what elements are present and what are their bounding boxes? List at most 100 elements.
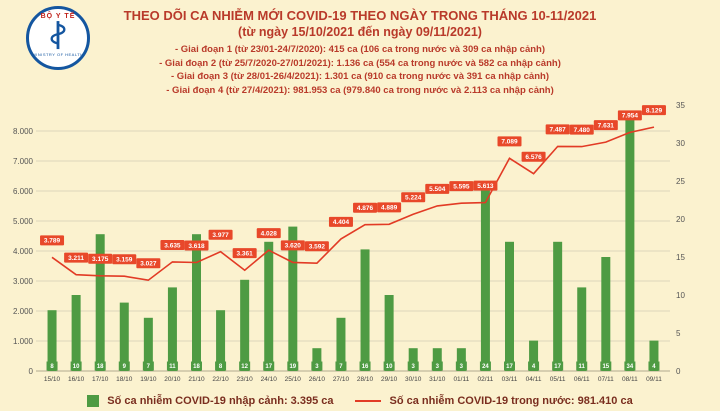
bar-value-badge bbox=[407, 361, 419, 371]
bar-value-label: 10 bbox=[73, 364, 80, 370]
right-axis-tick: 35 bbox=[676, 101, 685, 110]
x-axis-label: 21/10 bbox=[188, 376, 205, 383]
line-value-box bbox=[40, 235, 65, 246]
bar-value-badge bbox=[479, 361, 491, 371]
legend-bar-swatch bbox=[87, 395, 100, 407]
line-value-box bbox=[449, 181, 474, 192]
x-axis-label: 15/10 bbox=[44, 376, 61, 383]
line-domestic-cases bbox=[51, 126, 655, 282]
left-axis-tick: 3.000 bbox=[13, 277, 34, 286]
bar-value-badge bbox=[335, 361, 347, 371]
bar-imported-cases bbox=[312, 348, 322, 371]
x-axis-label: 19/10 bbox=[140, 376, 157, 383]
bar-value-badge bbox=[311, 361, 323, 371]
left-axis-tick: 2.000 bbox=[13, 307, 34, 316]
x-axis-label: 25/10 bbox=[285, 376, 302, 383]
bar-imported-cases bbox=[553, 241, 563, 371]
phase-line-2: - Giai đoạn 2 (từ 25/7/2020-27/01/2021):… bbox=[159, 57, 561, 69]
bar-imported-cases bbox=[95, 234, 105, 371]
bar-value-label: 17 bbox=[554, 364, 561, 370]
line-value-box bbox=[64, 252, 89, 263]
line-value-box bbox=[353, 202, 378, 213]
line-value-label: 5.224 bbox=[405, 195, 422, 202]
bar-imported-cases bbox=[192, 234, 201, 371]
x-axis-label: 18/10 bbox=[116, 376, 133, 383]
bar-value-badge bbox=[455, 361, 467, 371]
bar-value-label: 3 bbox=[315, 364, 319, 370]
line-value-box bbox=[208, 229, 233, 240]
left-axis-tick: 8.000 bbox=[13, 127, 34, 136]
x-axis-label: 23/10 bbox=[237, 376, 254, 383]
bar-imported-cases bbox=[384, 295, 394, 371]
right-axis-tick: 30 bbox=[676, 139, 685, 148]
line-value-label: 3.027 bbox=[140, 260, 157, 267]
left-axis-tick: 7.000 bbox=[13, 157, 34, 166]
bar-value-label: 16 bbox=[362, 364, 369, 370]
x-axis-label: 29/10 bbox=[381, 376, 398, 383]
line-value-box bbox=[280, 240, 305, 251]
bar-value-badge bbox=[648, 361, 660, 371]
legend-line-swatch bbox=[355, 400, 382, 402]
line-value-label: 8.129 bbox=[646, 107, 663, 114]
x-axis-label: 04/11 bbox=[526, 376, 542, 383]
line-value-box bbox=[112, 254, 137, 265]
bar-imported-cases bbox=[264, 241, 274, 371]
bar-value-badge bbox=[142, 361, 154, 371]
bar-imported-cases bbox=[240, 279, 250, 371]
bar-value-label: 17 bbox=[265, 364, 272, 370]
line-value-label: 7.487 bbox=[550, 127, 567, 134]
line-value-box bbox=[88, 253, 113, 264]
bar-value-badge bbox=[287, 361, 299, 371]
line-value-box bbox=[401, 192, 426, 203]
phase-summary: - Giai đoạn 1 (từ 23/01-24/7/2020): 415 … bbox=[0, 43, 720, 97]
bar-value-label: 4 bbox=[652, 364, 656, 370]
line-value-box bbox=[304, 241, 329, 252]
x-axis-label: 06/11 bbox=[574, 376, 590, 383]
line-value-box bbox=[377, 202, 402, 213]
line-value-box bbox=[184, 240, 209, 251]
bar-imported-cases bbox=[601, 257, 611, 371]
bar-value-badge bbox=[600, 361, 612, 371]
x-axis-label: 08/11 bbox=[622, 376, 638, 383]
bar-value-label: 8 bbox=[50, 364, 54, 370]
bar-value-badge bbox=[118, 361, 130, 371]
x-axis-label: 03/11 bbox=[502, 376, 518, 383]
right-axis-tick: 25 bbox=[676, 177, 685, 186]
chart-title: THEO DÕI CA NHIỄM MỚI COVID-19 THEO NGÀY… bbox=[123, 8, 597, 23]
bar-imported-cases bbox=[143, 317, 153, 371]
bar-value-label: 10 bbox=[386, 364, 393, 370]
bar-imported-cases bbox=[47, 310, 57, 371]
bar-value-label: 8 bbox=[219, 364, 223, 370]
x-axis-label: 27/10 bbox=[333, 376, 350, 383]
line-value-label: 3.789 bbox=[44, 238, 61, 245]
bar-imported-cases bbox=[167, 287, 177, 371]
line-value-label: 3.361 bbox=[237, 250, 254, 257]
line-value-label: 6.576 bbox=[525, 154, 542, 161]
bar-imported-cases bbox=[216, 310, 226, 371]
line-value-box bbox=[569, 124, 594, 135]
line-value-label: 7.089 bbox=[501, 139, 518, 146]
bar-imported-cases bbox=[456, 348, 466, 371]
moh-logo: BỘ Y TẾ MINISTRY OF HEALTH bbox=[26, 6, 90, 70]
x-axis-label: 01/11 bbox=[453, 376, 469, 383]
bar-value-label: 7 bbox=[339, 364, 343, 370]
bar-value-badge bbox=[359, 361, 371, 371]
bar-value-badge bbox=[552, 361, 564, 371]
line-value-label: 3.211 bbox=[68, 255, 84, 262]
line-value-label: 3.977 bbox=[212, 232, 229, 239]
line-value-box bbox=[473, 180, 498, 191]
bar-imported-cases bbox=[336, 317, 346, 371]
legend-line-label: Số ca nhiễm COVID-19 trong nước: 981.410… bbox=[389, 395, 633, 407]
bar-imported-cases bbox=[480, 188, 490, 371]
bar-imported-cases bbox=[360, 249, 370, 371]
bar-value-badge bbox=[215, 361, 227, 371]
bar-value-label: 11 bbox=[169, 364, 176, 370]
bar-value-badge bbox=[624, 361, 636, 371]
bar-imported-cases bbox=[529, 340, 539, 371]
phase-line-3: - Giai đoạn 3 (từ 28/01-26/4/2021): 1.30… bbox=[171, 71, 549, 82]
bar-value-label: 4 bbox=[532, 364, 536, 370]
line-value-label: 3.635 bbox=[164, 242, 181, 249]
staff-snake-icon bbox=[50, 21, 66, 50]
left-axis-tick: 1.000 bbox=[13, 337, 34, 346]
